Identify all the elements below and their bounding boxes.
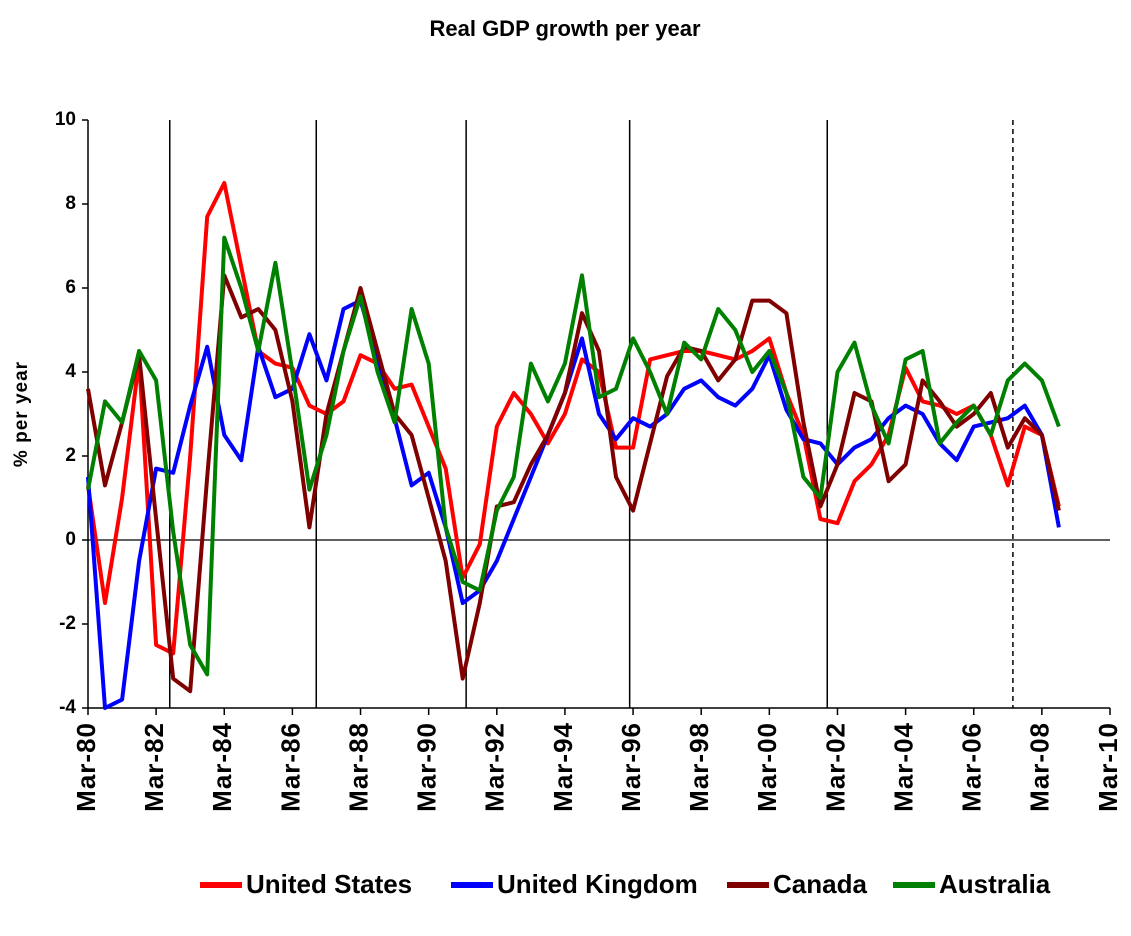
y-tick-label: -4 (59, 697, 76, 718)
x-tick-label: Mar-06 (957, 722, 987, 812)
y-tick-label: 2 (65, 445, 76, 466)
x-tick-label: Mar-86 (275, 722, 305, 812)
y-tick-label: 6 (65, 277, 76, 298)
y-axis-label: % per year (11, 361, 32, 467)
x-tick-label: Mar-98 (684, 722, 714, 812)
x-tick-label: Mar-02 (820, 722, 850, 812)
y-tick-label: 10 (55, 109, 76, 130)
legend-label: United States (246, 869, 412, 899)
x-tick-label: Mar-10 (1093, 722, 1123, 812)
y-tick-label: 0 (65, 529, 76, 550)
y-tick-label: 8 (65, 193, 76, 214)
x-tick-label: Mar-82 (139, 722, 169, 812)
x-tick-label: Mar-08 (1025, 722, 1055, 812)
x-tick-label: Mar-90 (412, 722, 442, 812)
x-tick-label: Mar-92 (480, 722, 510, 812)
legend-label: United Kingdom (497, 869, 698, 899)
x-tick-label: Mar-88 (343, 722, 373, 812)
chart-title: Real GDP growth per year (429, 16, 700, 41)
x-tick-label: Mar-00 (752, 722, 782, 812)
series-line (86, 273, 1061, 694)
x-tick-label: Mar-84 (207, 722, 237, 812)
x-tick-label: Mar-04 (888, 722, 918, 812)
y-tick-label: 4 (65, 361, 76, 382)
legend-label: Canada (773, 869, 867, 899)
series-line (86, 298, 1061, 710)
x-tick-label: Mar-80 (71, 722, 101, 812)
x-tick-label: Mar-94 (548, 722, 578, 812)
legend-label: Australia (939, 869, 1051, 899)
y-tick-label: -2 (59, 613, 76, 634)
series-line (86, 235, 1061, 677)
x-tick-label: Mar-96 (616, 722, 646, 812)
